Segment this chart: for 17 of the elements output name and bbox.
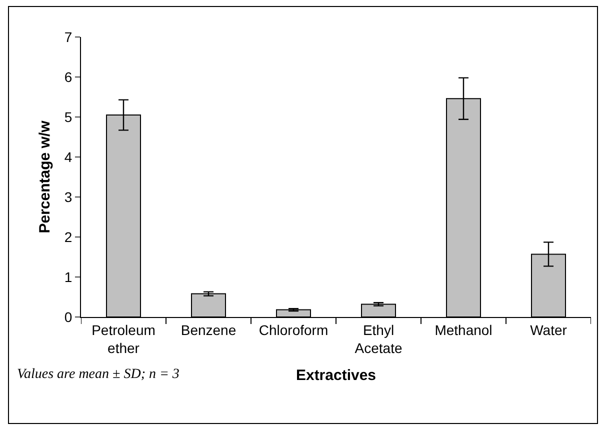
y-tick-label: 1 xyxy=(64,268,72,285)
y-tick-label: 3 xyxy=(64,188,72,205)
y-tick-label: 2 xyxy=(64,228,72,245)
y-tick-label: 4 xyxy=(64,148,72,165)
y-tick-label: 7 xyxy=(64,28,72,45)
y-tick-label: 5 xyxy=(64,108,72,125)
x-tick-label: Benzene xyxy=(180,322,236,338)
x-tick-label: Ethyl Acetate xyxy=(354,322,402,356)
y-axis-title: Percentage w/w xyxy=(36,120,54,234)
x-tick-label: Methanol xyxy=(434,322,492,338)
x-axis-title: Extractives xyxy=(296,367,376,384)
y-tick-label: 0 xyxy=(64,308,72,325)
x-tick-label: Water xyxy=(530,322,568,338)
x-tick-label: Petroleum ether xyxy=(92,322,156,356)
y-tick-label: 6 xyxy=(64,68,72,85)
x-tick-label: Chloroform xyxy=(258,322,328,338)
text: Values are mean ± SD; n = 3 xyxy=(17,367,180,382)
